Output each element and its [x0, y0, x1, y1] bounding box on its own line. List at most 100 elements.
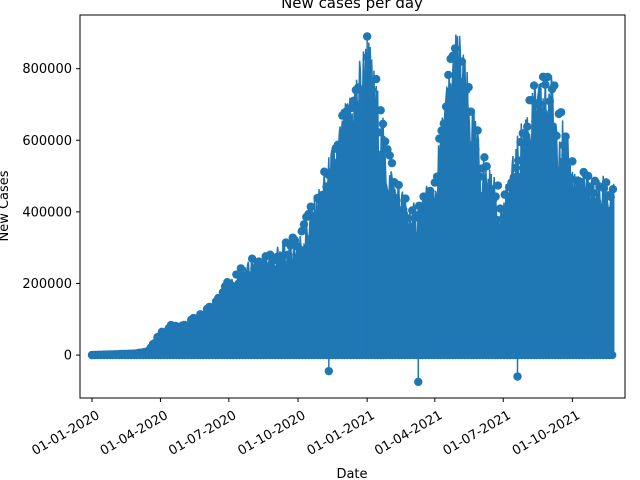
data-point [602, 178, 611, 187]
data-point [550, 81, 559, 90]
data-point [349, 96, 358, 106]
data-point [457, 57, 467, 66]
data-point [471, 145, 480, 154]
data-point [590, 176, 600, 186]
data-point [344, 123, 354, 132]
data-point [523, 122, 532, 131]
data-point [234, 279, 243, 288]
data-point [306, 202, 315, 211]
data-point [347, 103, 356, 113]
x-tick-label: 01-10-2020 [235, 408, 308, 459]
y-axis-title: New Cases [0, 170, 12, 241]
data-point [565, 173, 575, 183]
data-point [356, 100, 365, 110]
data-point [399, 205, 408, 214]
data-point [464, 83, 473, 92]
data-point [592, 197, 602, 207]
data-point [586, 182, 595, 191]
data-point [439, 119, 449, 128]
data-point [311, 211, 320, 220]
plot-frame [79, 14, 626, 399]
data-point [284, 250, 293, 259]
data-point [378, 119, 388, 129]
data-point [545, 97, 555, 106]
data-point [426, 186, 435, 196]
data-point [297, 227, 306, 236]
data-point [376, 106, 385, 115]
outlier-point [513, 372, 522, 381]
x-tick-label: 01-07-2020 [166, 408, 239, 459]
x-tick-label: 01-04-2020 [98, 408, 171, 459]
data-point [486, 186, 496, 196]
data-point [369, 105, 379, 114]
data-point [473, 126, 482, 135]
data-point [534, 98, 543, 108]
outlier-point [324, 366, 334, 376]
data-marks [87, 32, 618, 387]
data-point [552, 131, 561, 141]
data-point [295, 244, 304, 254]
data-point [493, 181, 503, 190]
data-point [437, 126, 446, 135]
data-point [577, 196, 586, 205]
data-point [606, 192, 615, 202]
data-point [367, 85, 376, 95]
data-point [428, 205, 437, 215]
data-point [333, 140, 343, 150]
data-point [247, 254, 257, 263]
data-point [335, 149, 345, 159]
data-point [570, 186, 579, 195]
data-point [498, 214, 507, 224]
data-point [403, 214, 412, 223]
x-tick-label: 01-01-2020 [29, 408, 102, 459]
x-tick-label: 01-01-2021 [305, 408, 378, 459]
data-point [417, 208, 426, 217]
data-point [514, 156, 523, 165]
data-point [608, 350, 617, 360]
data-point [353, 83, 363, 92]
data-point [583, 171, 593, 181]
data-point [529, 81, 539, 90]
data-point [556, 108, 566, 117]
data-point [511, 163, 521, 173]
data-point [405, 223, 415, 232]
data-point [432, 172, 442, 181]
data-point [455, 77, 464, 86]
x-tick-label: 01-04-2021 [372, 408, 445, 459]
data-point [541, 80, 550, 89]
data-point [263, 263, 273, 272]
data-point [387, 158, 397, 168]
y-axis: 0 200000 400000 600000 800000 [22, 62, 80, 364]
data-point [491, 192, 500, 201]
data-point [502, 204, 512, 214]
data-point [475, 172, 485, 181]
data-point [441, 102, 451, 111]
x-axis-title: Date [336, 467, 367, 480]
data-point [450, 44, 460, 53]
data-point [466, 107, 476, 116]
data-point [588, 188, 597, 198]
y-tick-label: 0 [64, 349, 72, 364]
data-point [414, 201, 424, 211]
data-point [568, 157, 577, 166]
data-point [444, 70, 453, 80]
data-point [329, 166, 338, 175]
data-point [252, 264, 261, 273]
y-tick-label: 200000 [22, 277, 72, 292]
data-point [597, 203, 606, 212]
data-point [496, 204, 505, 213]
outlier-point [362, 32, 372, 41]
data-point [543, 72, 552, 82]
data-point [435, 134, 444, 143]
y-tick-label: 600000 [22, 134, 72, 149]
data-point [536, 111, 546, 120]
data-point [299, 220, 309, 229]
data-point [371, 74, 381, 84]
data-point [559, 141, 568, 150]
data-point [482, 162, 491, 171]
data-point [322, 182, 331, 191]
data-point [232, 270, 241, 279]
chart-title: New cases per day [281, 0, 423, 12]
x-tick-label: 01-07-2021 [441, 408, 514, 459]
